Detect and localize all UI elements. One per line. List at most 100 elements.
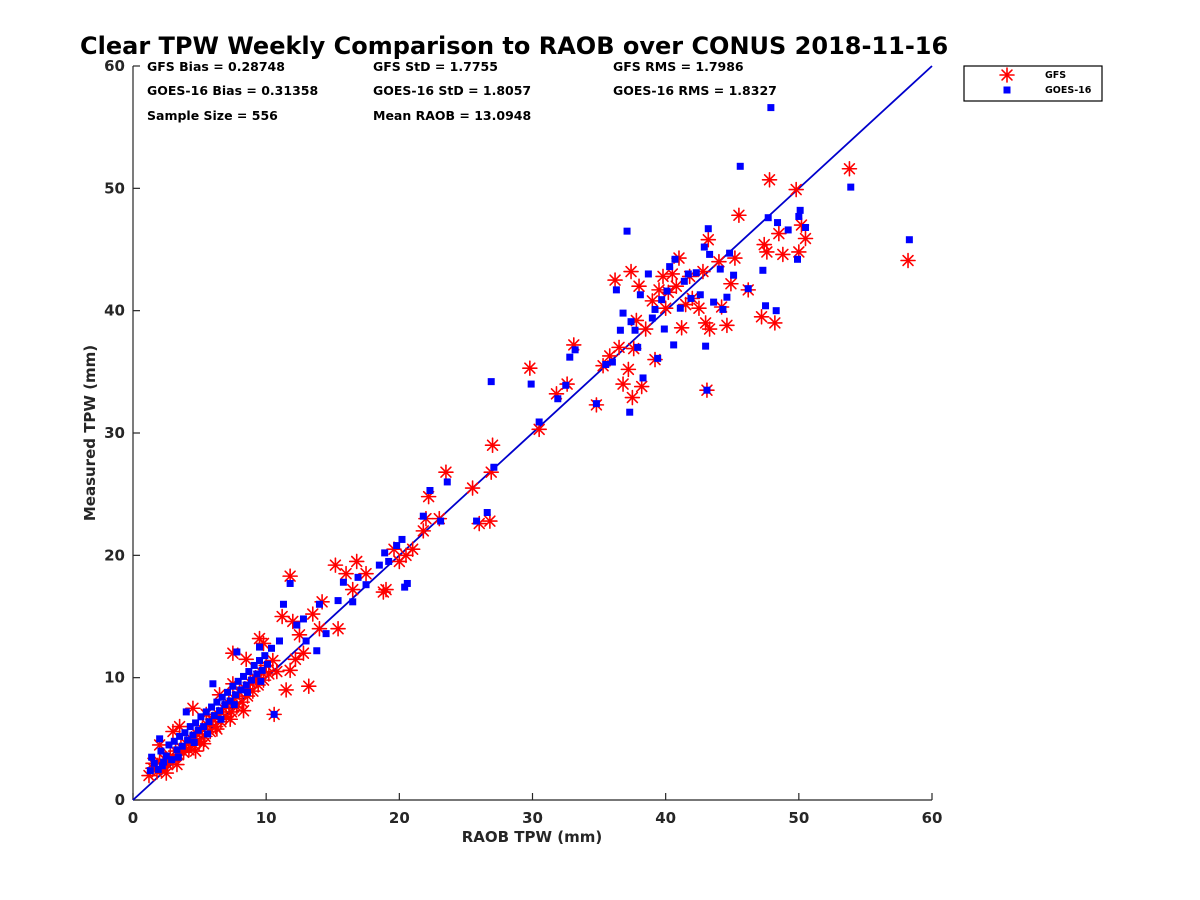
gfs-point [522,360,538,376]
goes16-point [762,302,770,310]
gfs-point [269,663,285,680]
goes16-point [381,549,389,557]
gfs-point [691,300,707,317]
gfs-point [775,246,791,263]
stat-goes-std: GOES-16 StD = 1.8057 [373,83,531,98]
goes16-point [275,637,283,645]
goes16-point [566,353,574,361]
goes16-point [774,219,782,227]
x-tick-label: 50 [788,809,809,827]
goes16-point [146,767,154,775]
legend-gfs-marker [999,67,1015,83]
goes16-point [905,236,913,244]
stat-goes-rms: GOES-16 RMS = 1.8327 [613,83,777,98]
y-tick-label: 50 [104,179,125,197]
goes16-point [165,741,173,749]
goes16-point [258,666,266,674]
gfs-point [348,553,365,570]
goes16-point [192,719,200,727]
goes16-point [299,615,307,623]
goes16-point [315,600,323,608]
y-tick-label: 60 [104,57,125,75]
goes16-point [186,723,194,731]
goes16-point [636,291,644,299]
goes16-point [670,341,678,349]
gfs-point [644,293,661,309]
gfs-point [655,268,671,285]
goes16-point [716,265,724,273]
goes16-point [702,342,710,350]
gfs-point [767,315,783,331]
goes16-point [759,266,767,274]
goes16-point [385,557,393,565]
goes16-point [158,762,166,770]
goes16-point [256,657,264,665]
goes16-point [658,296,666,304]
gfs-point [484,437,501,454]
legend-goes16-square [1003,86,1011,94]
goes16-point [339,578,347,586]
gfs-point [464,480,481,496]
gfs-point [624,389,641,406]
x-tick-label: 40 [655,809,676,827]
x-tick-label: 60 [922,809,943,827]
gfs-point [700,231,717,248]
goes16-point [354,573,362,581]
gfs-point [623,263,639,280]
y-tick-label: 40 [104,302,125,320]
goes16-point [208,703,216,711]
legend-goes16-label: GOES-16 [1045,85,1092,96]
goes16-point [623,227,631,235]
goes16-point [233,648,241,656]
goes16-point [234,677,242,685]
goes16-point [242,681,250,689]
goes16-point [608,358,616,366]
gfs-point [657,300,674,317]
gfs-point [238,651,254,668]
goes16-point [730,271,738,279]
goes16-point [663,287,671,295]
gfs-point [482,513,498,529]
goes16-point [245,668,253,676]
goes16-point [696,291,704,299]
goes16-point [616,326,624,334]
goes16-point [710,298,718,306]
goes16-point [253,670,261,678]
goes16-point [224,688,232,696]
goes16-point [554,395,562,403]
goes16-point [403,579,411,587]
goes16-point [267,644,275,652]
gfs-point [295,645,312,662]
goes16-point [156,735,164,743]
gfs-point [701,321,718,337]
goes16-point [218,693,226,701]
gfs-point [631,278,647,295]
goes16-point [173,746,181,754]
gfs-point [673,319,690,336]
goes16-point [205,718,213,726]
goes16-point [270,710,278,718]
y-tick-label: 20 [104,546,125,564]
gfs-point [719,317,735,334]
goes16-point [197,713,205,721]
goes16-point [723,293,731,301]
legend-gfs-asterisk [999,67,1015,83]
gfs-point [330,620,346,637]
gfs-point [398,547,414,564]
goes16-point [213,698,221,706]
goes16-point [660,325,668,333]
goes16-point [744,285,752,293]
goes16-point [174,753,182,761]
gfs-point [344,581,361,598]
goes16-point [671,255,679,263]
gfs-point [633,378,650,395]
goes16-point [692,269,700,277]
goes16-point [184,736,192,744]
gfs-point [759,244,775,260]
goes16-point [626,408,634,416]
goes16-point [736,162,744,170]
goes16-point [240,672,248,680]
goes16-point [631,326,639,334]
legend-goes16-marker [1003,86,1011,94]
